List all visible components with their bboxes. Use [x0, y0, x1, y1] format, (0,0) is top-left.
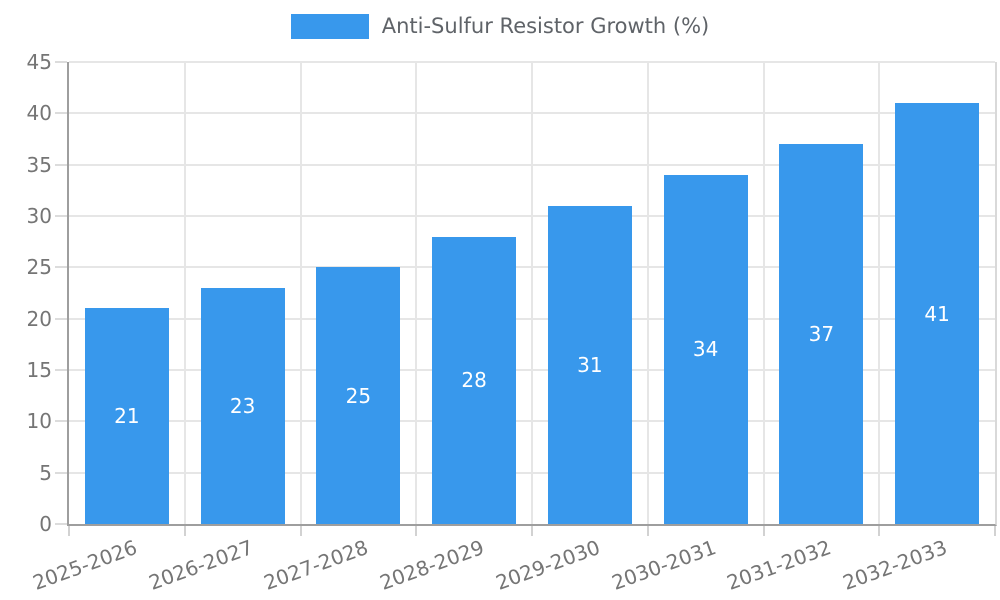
- x-axis-tick-label: 2025-2026: [29, 535, 141, 595]
- gridline-vertical: [646, 62, 649, 524]
- gridline-vertical: [415, 62, 418, 524]
- x-axis-tick-mark: [299, 526, 302, 536]
- y-axis-tick-mark: [55, 471, 67, 474]
- gridline-vertical: [299, 62, 302, 524]
- bar[interactable]: 41: [895, 103, 980, 524]
- bar[interactable]: 28: [432, 236, 517, 524]
- y-axis-tick-mark: [55, 317, 67, 320]
- y-axis-tick-mark: [55, 266, 67, 269]
- y-axis-tick-mark: [55, 61, 67, 63]
- y-axis-tick-label: 20: [26, 306, 52, 331]
- y-axis-tick-mark: [55, 112, 67, 115]
- y-axis-tick-mark: [55, 163, 67, 166]
- gridline-vertical: [878, 62, 881, 524]
- legend-swatch-icon: [290, 14, 369, 39]
- x-axis-tick-mark: [183, 526, 186, 536]
- x-axis-tick-mark: [531, 526, 533, 536]
- bar-value-label: 31: [577, 352, 603, 377]
- gridline-vertical: [183, 62, 186, 524]
- x-axis-tick-mark: [878, 526, 881, 536]
- x-axis-tick-label: 2031-2032: [723, 535, 835, 595]
- x-axis-tick-label: 2027-2028: [260, 535, 372, 595]
- bar[interactable]: 34: [663, 174, 748, 524]
- y-axis-tick-label: 30: [26, 204, 52, 228]
- y-axis-tick-mark: [55, 523, 67, 525]
- y-axis-tick-label: 40: [26, 101, 52, 126]
- x-axis-tick-mark: [646, 526, 649, 536]
- x-axis-tick-label: 2030-2031: [608, 535, 719, 595]
- gridline-vertical: [531, 62, 533, 524]
- y-axis-tick-label: 15: [26, 358, 52, 382]
- x-axis-tick-mark: [415, 526, 418, 536]
- y-axis-tick-mark: [55, 369, 67, 371]
- legend-label: Anti-Sulfur Resistor Growth (%): [381, 14, 710, 38]
- bar[interactable]: 37: [779, 144, 864, 524]
- x-axis-tick-label: 2028-2029: [376, 535, 488, 595]
- x-axis-tick-label: 2032-2033: [839, 535, 951, 595]
- legend[interactable]: Anti-Sulfur Resistor Growth (%): [0, 14, 1000, 39]
- x-axis-tick-label: 2026-2027: [145, 535, 256, 595]
- x-axis-tick-mark: [762, 526, 765, 536]
- y-axis-tick-mark: [55, 215, 67, 217]
- y-axis-tick-mark: [55, 420, 67, 423]
- bar-value-label: 23: [229, 393, 256, 418]
- y-axis-tick-label: 5: [39, 460, 52, 485]
- x-axis-tick-mark: [994, 526, 996, 536]
- x-axis-tick-mark: [68, 526, 70, 536]
- bar[interactable]: 31: [547, 205, 632, 524]
- bar-value-label: 25: [345, 383, 372, 408]
- y-axis-tick-label: 25: [26, 255, 52, 280]
- y-axis-tick-label: 45: [26, 50, 52, 74]
- bar-value-label: 41: [924, 301, 950, 326]
- bar-value-label: 34: [692, 337, 719, 362]
- bar-value-label: 21: [114, 404, 140, 429]
- y-axis-tick-label: 35: [26, 152, 52, 177]
- bar-value-label: 28: [461, 368, 487, 393]
- bar[interactable]: 23: [200, 287, 285, 524]
- x-axis-tick-label: 2029-2030: [492, 535, 604, 595]
- gridline-vertical: [762, 62, 765, 524]
- plot-area: 21 23 25 28 31 34 37 41: [55, 61, 997, 536]
- bar-value-label: 37: [808, 322, 835, 347]
- y-axis-tick-label: 10: [26, 409, 52, 434]
- bar[interactable]: 21: [84, 308, 169, 524]
- y-axis-tick-label: 0: [39, 512, 52, 536]
- bar[interactable]: 25: [316, 267, 401, 524]
